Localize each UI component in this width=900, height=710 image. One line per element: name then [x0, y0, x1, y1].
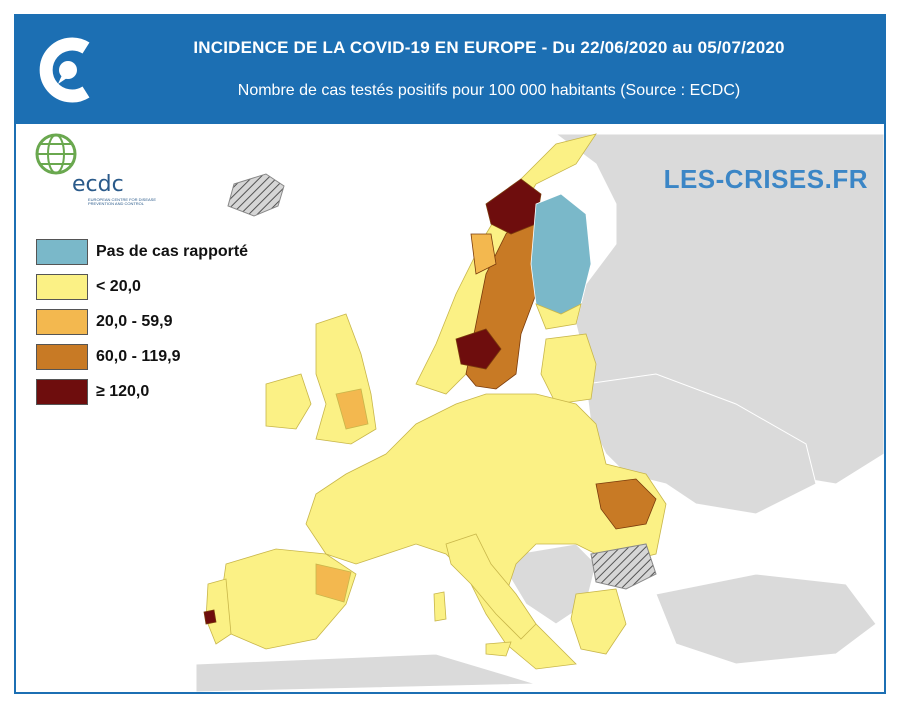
- legend-label: 60,0 - 119,9: [96, 348, 181, 365]
- portugal-lisbon-region: [203, 609, 217, 625]
- ecdc-tagline: EUROPEAN CENTRE FOR DISEASE PREVENTION A…: [88, 197, 157, 206]
- sardinia-region: [433, 591, 447, 622]
- greece-region: [570, 588, 627, 655]
- legend-swatch: [36, 274, 88, 300]
- les-crises-logo-icon: [39, 37, 90, 103]
- ukraine-belarus-region: [585, 373, 817, 515]
- baltics-region: [540, 333, 597, 405]
- header-bar: INCIDENCE DE LA COVID-19 EN EUROPE - Du …: [16, 16, 884, 124]
- italy-region: [445, 533, 537, 640]
- turkey-region: [655, 573, 877, 665]
- europe-map: [195, 133, 884, 692]
- legend-item-under-20: < 20,0: [36, 273, 248, 301]
- uk-england-region: [335, 388, 369, 430]
- legend-swatch: [36, 309, 88, 335]
- watermark: LES-CRISES.FR: [663, 164, 868, 194]
- romania-region: [595, 478, 657, 530]
- finland-south-region: [535, 303, 582, 330]
- legend-item-no-cases: Pas de cas rapporté: [36, 238, 248, 266]
- map-title: INCIDENCE DE LA COVID-19 EN EUROPE - Du …: [193, 38, 785, 57]
- iceland-region: [227, 173, 285, 217]
- legend-swatch: [36, 239, 88, 265]
- sweden-south-region: [455, 328, 502, 370]
- finland-region: [530, 193, 592, 320]
- ecdc-wordmark: ecdc: [72, 172, 124, 197]
- map-subtitle: Nombre de cas testés positifs pour 100 0…: [237, 82, 741, 99]
- north-africa-region: [195, 653, 537, 692]
- sicily-region: [485, 641, 512, 657]
- legend-label: 20,0 - 59,9: [96, 313, 173, 330]
- legend-item-20-to-60: 20,0 - 59,9: [36, 308, 248, 336]
- legend-swatch: [36, 344, 88, 370]
- spain-catalonia-region: [315, 563, 352, 603]
- legend-item-60-to-120: 60,0 - 119,9: [36, 343, 248, 371]
- map-area: ecdc EUROPEAN CENTRE FOR DISEASE PREVENT…: [16, 124, 884, 692]
- sweden-central-region: [470, 233, 497, 275]
- legend-item-over-120: ≥ 120,0: [36, 378, 248, 406]
- bulgaria-region: [590, 543, 657, 590]
- ireland-region: [265, 373, 312, 430]
- legend-label: ≥ 120,0: [96, 383, 150, 400]
- legend-swatch: [36, 379, 88, 405]
- legend-label: < 20,0: [96, 278, 141, 295]
- ecdc-logo: ecdc EUROPEAN CENTRE FOR DISEASE PREVENT…: [34, 132, 156, 206]
- legend-label: Pas de cas rapporté: [96, 243, 249, 260]
- map-frame: INCIDENCE DE LA COVID-19 EN EUROPE - Du …: [14, 14, 886, 694]
- globe-icon: [35, 133, 77, 175]
- map-legend: Pas de cas rapporté < 20,0 20,0 - 59,9 6…: [36, 238, 248, 413]
